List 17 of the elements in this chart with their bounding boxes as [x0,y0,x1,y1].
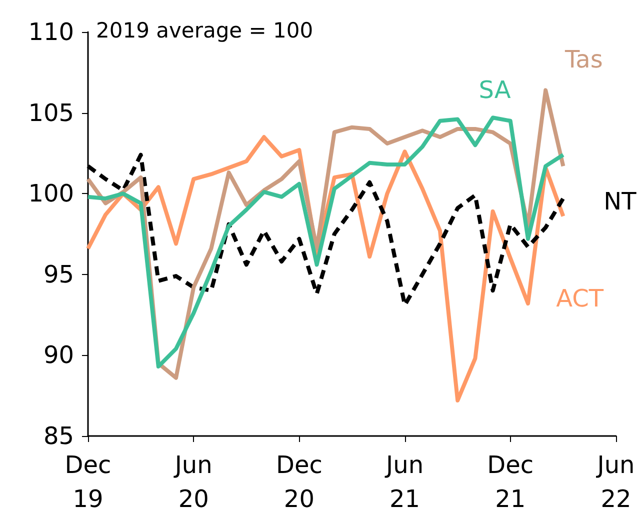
y-tick-label: 90 [43,341,74,370]
x-tick-label: Jun 21 [384,451,424,513]
y-tick-label: 85 [43,422,74,450]
series-label: ACT [556,284,604,313]
x-tick-label: Jun 22 [595,451,635,513]
y-tick-label: 100 [28,180,74,208]
series-label: SA [478,76,512,104]
series-label: NT [604,188,637,216]
annotation: 2019 average = 100 [96,18,314,42]
x-tick-label: Dec 19 [64,451,112,513]
x-tick-label: Dec 21 [487,451,534,513]
y-tick-label: 110 [28,18,74,46]
series-label: Tas [564,45,603,74]
y-tick-label: 105 [28,98,74,127]
y-tick-label: 95 [43,260,74,288]
x-tick-label: Jun 20 [172,451,212,513]
x-tick-label: Dec 20 [276,451,322,513]
